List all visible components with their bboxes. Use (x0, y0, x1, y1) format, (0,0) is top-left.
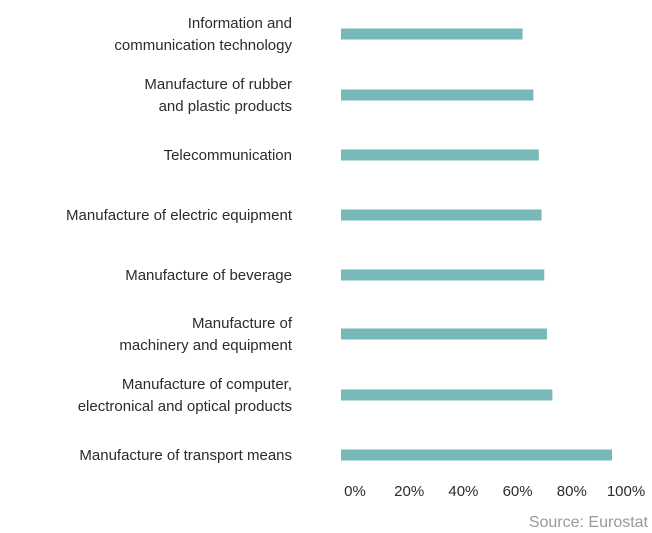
category-label: Manufacture of computer, electronical and… (78, 376, 292, 415)
bar (341, 269, 545, 281)
category-labels: Information and communication technology M… (66, 15, 293, 464)
bar (341, 328, 547, 340)
x-tick-label: 80% (557, 483, 587, 500)
x-tick-label: 40% (448, 483, 478, 500)
category-label: Information and communication technology (114, 15, 292, 54)
category-label-line: Manufacture of beverage (125, 267, 292, 284)
bar (341, 28, 523, 40)
bar (341, 149, 539, 161)
category-label: Manufacture of electric equipment (66, 207, 293, 224)
x-tick-label: 100% (607, 483, 645, 500)
x-axis-ticks: 0% 20% 40% 60% 80% 100% (344, 483, 645, 500)
bars (341, 28, 612, 461)
category-label-line: Telecommunication (164, 147, 292, 164)
bar (341, 389, 553, 401)
category-label: Manufacture of rubber and plastic product… (144, 76, 292, 115)
category-label-line: Manufacture of electric equipment (66, 207, 293, 224)
category-label-line: Manufacture of transport means (79, 447, 292, 464)
category-label-line: Manufacture of (192, 315, 293, 332)
category-label-line: Information and (188, 15, 292, 32)
x-tick-label: 20% (394, 483, 424, 500)
category-label-line: Manufacture of rubber (144, 76, 292, 93)
category-label: Manufacture of transport means (79, 447, 292, 464)
category-label-line: communication technology (114, 37, 292, 54)
bar (341, 89, 534, 101)
category-label-line: and plastic products (159, 98, 292, 115)
source-note: Source: Eurostat (529, 514, 649, 531)
bar (341, 449, 612, 461)
category-label: Manufacture of beverage (125, 267, 292, 284)
x-tick-label: 0% (344, 483, 366, 500)
category-label: Telecommunication (164, 147, 292, 164)
bar (341, 209, 542, 221)
category-label-line: electronical and optical products (78, 398, 292, 415)
category-label: Manufacture of machinery and equipment (119, 315, 292, 354)
x-tick-label: 60% (503, 483, 533, 500)
category-label-line: machinery and equipment (119, 337, 292, 354)
category-label-line: Manufacture of computer, (122, 376, 292, 393)
